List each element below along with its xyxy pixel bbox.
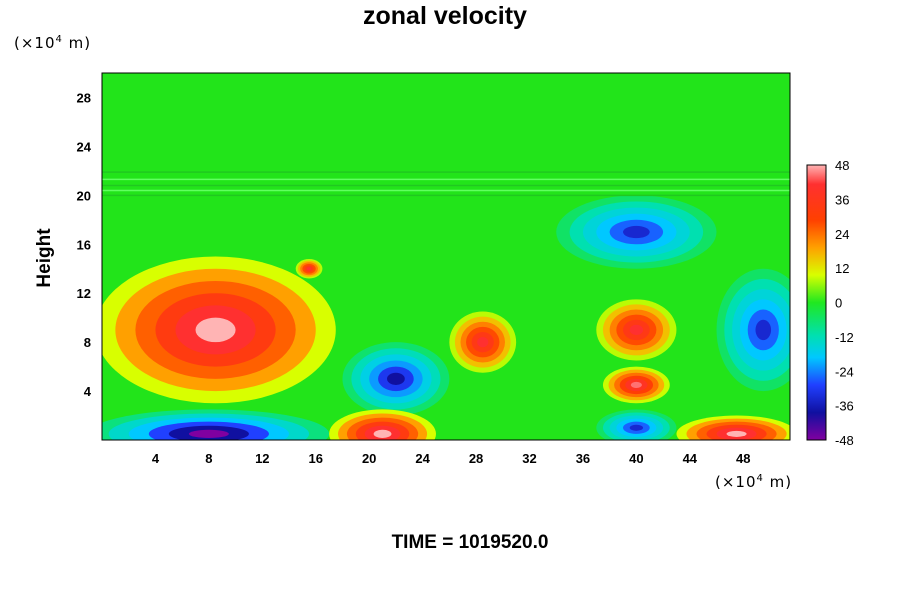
feature-4-level-5 xyxy=(630,381,642,389)
colorbar xyxy=(806,164,827,441)
y-tick-label: 28 xyxy=(77,90,91,105)
feature-1-level-5 xyxy=(386,372,405,385)
feature-1 xyxy=(342,342,450,416)
x-tick-label: 16 xyxy=(309,451,323,466)
feature-4 xyxy=(602,366,670,404)
x-axis-ticks: 4 8 12 16 20 24 28 32 36 40 44 48 xyxy=(152,451,751,466)
colorbar-tick-label: 24 xyxy=(835,227,849,242)
feature-8-level-5 xyxy=(373,429,392,438)
colorbar-tick-label: -36 xyxy=(835,399,854,414)
heatmap-features xyxy=(102,195,790,440)
y-unit-label: (×104 m) xyxy=(14,34,92,52)
feature-10 xyxy=(596,409,677,440)
colorbar-tick-label: 48 xyxy=(835,158,849,173)
colorbar-tick-label: 36 xyxy=(835,192,849,207)
feature-2-level-5 xyxy=(477,337,489,348)
colorbar-tick-label: 12 xyxy=(835,261,849,276)
x-unit-label: (×104 m) xyxy=(715,473,793,491)
x-tick-label: 8 xyxy=(205,451,212,466)
y-tick-label: 20 xyxy=(77,188,91,203)
feature-5-level-5 xyxy=(623,225,650,239)
colorbar-ticks: 48 36 24 12 0 -12 -24 -36 -48 xyxy=(835,158,854,448)
x-tick-label: 4 xyxy=(152,451,160,466)
feature-7-level-5 xyxy=(188,429,229,438)
feature-10-level-5 xyxy=(629,424,644,431)
feature-9-level-5 xyxy=(726,430,747,437)
colorbar-tick-label: -48 xyxy=(835,433,854,448)
colorbar-tick-label: 0 xyxy=(835,296,842,311)
feature-9 xyxy=(676,415,790,440)
x-tick-label: 32 xyxy=(522,451,536,466)
y-tick-label: 12 xyxy=(77,286,91,301)
feature-7 xyxy=(102,409,330,440)
y-tick-label: 16 xyxy=(77,237,91,252)
x-tick-label: 12 xyxy=(255,451,269,466)
colorbar-tick-label: -24 xyxy=(835,364,854,379)
x-tick-label: 48 xyxy=(736,451,750,466)
feature-3-level-5 xyxy=(629,324,644,335)
feature-0 xyxy=(102,256,336,404)
x-tick-label: 20 xyxy=(362,451,376,466)
y-axis-ticks: 4 8 12 16 20 24 28 xyxy=(77,90,92,399)
plot-area xyxy=(102,73,790,440)
feature-8 xyxy=(329,409,436,440)
x-tick-label: 44 xyxy=(683,451,698,466)
x-tick-label: 36 xyxy=(576,451,590,466)
x-tick-label: 28 xyxy=(469,451,483,466)
feature-6-level-5 xyxy=(755,319,772,341)
colorbar-tick-label: -12 xyxy=(835,330,854,345)
y-tick-label: 24 xyxy=(77,139,92,154)
x-tick-label: 40 xyxy=(629,451,643,466)
feature-11-level-5 xyxy=(306,267,312,271)
plot-frame xyxy=(101,72,791,441)
feature-11 xyxy=(295,258,323,279)
y-axis-label: Height xyxy=(34,228,55,288)
x-tick-label: 24 xyxy=(415,451,430,466)
feature-0-level-5 xyxy=(195,317,236,343)
upper-layer-lines xyxy=(102,171,790,197)
y-tick-label: 4 xyxy=(84,384,92,399)
feature-2 xyxy=(449,311,517,373)
feature-5 xyxy=(556,195,717,269)
y-tick-label: 8 xyxy=(84,335,91,350)
feature-3 xyxy=(596,299,677,361)
feature-6 xyxy=(716,268,790,392)
chart-title: zonal velocity xyxy=(363,2,527,30)
time-label: TIME = 1019520.0 xyxy=(391,532,549,553)
